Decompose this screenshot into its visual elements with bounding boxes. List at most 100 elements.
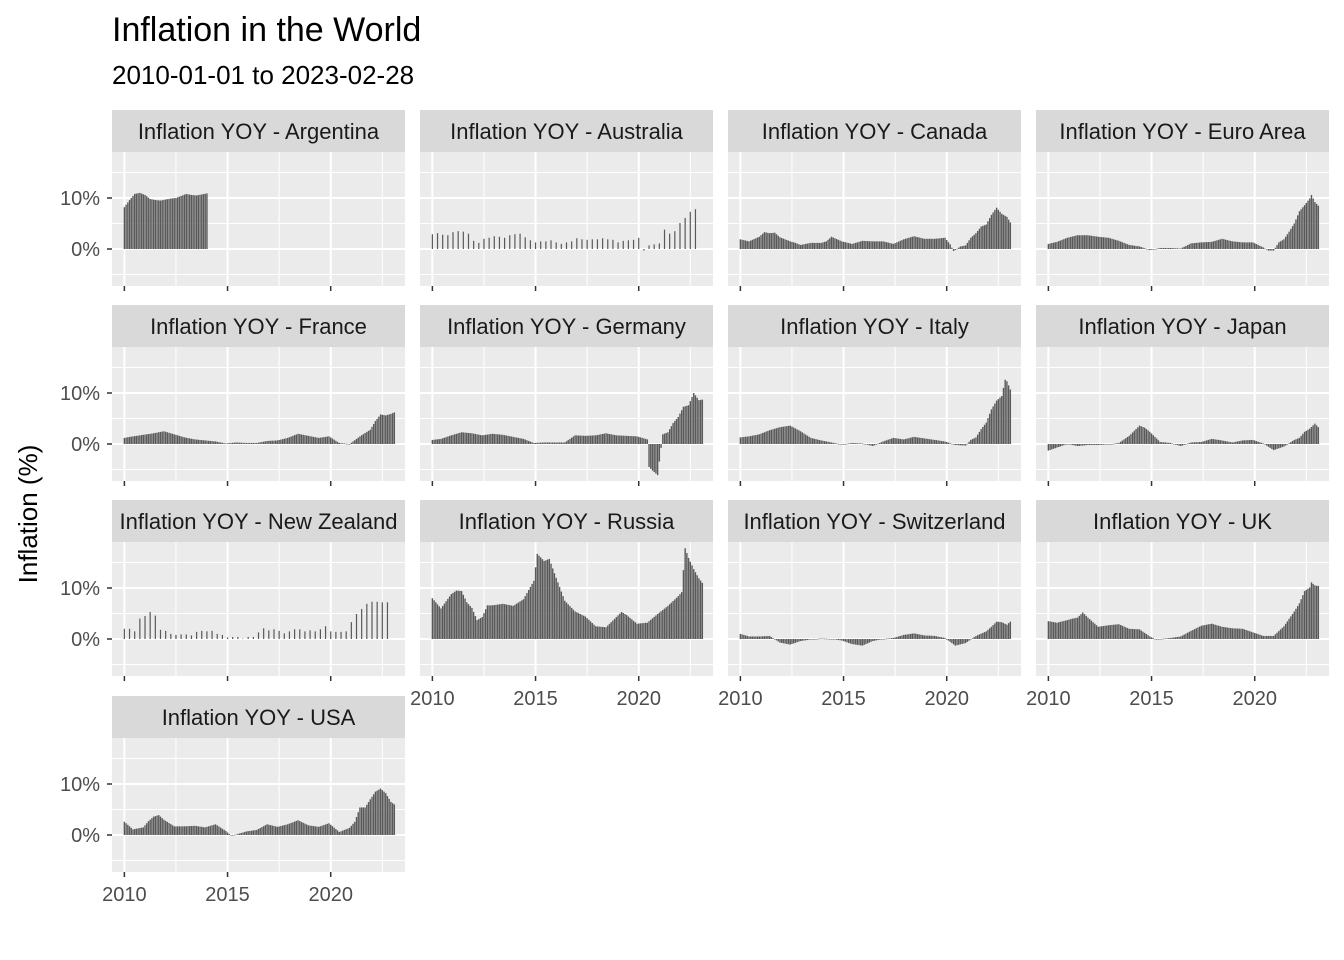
bar bbox=[137, 828, 139, 835]
bar bbox=[817, 439, 819, 444]
bar bbox=[1173, 444, 1175, 445]
bar bbox=[1315, 425, 1318, 444]
bar bbox=[805, 434, 807, 444]
bar bbox=[443, 437, 446, 444]
bar bbox=[1290, 228, 1292, 249]
bar bbox=[923, 635, 926, 639]
bar bbox=[1166, 247, 1168, 249]
bar bbox=[1137, 427, 1139, 444]
bar bbox=[1281, 240, 1283, 249]
bar bbox=[194, 195, 196, 249]
bar bbox=[693, 393, 695, 444]
bar bbox=[952, 639, 955, 645]
bar bbox=[474, 616, 477, 639]
bar bbox=[1212, 241, 1215, 249]
bar bbox=[133, 193, 136, 249]
bar bbox=[625, 435, 628, 444]
bar bbox=[493, 605, 495, 639]
bar bbox=[906, 634, 908, 639]
bar bbox=[366, 804, 368, 835]
bar bbox=[274, 826, 277, 835]
bar bbox=[743, 240, 745, 249]
bar bbox=[302, 434, 304, 444]
bar bbox=[748, 436, 750, 444]
bar bbox=[873, 241, 876, 249]
chart-title: Inflation in the World bbox=[112, 11, 421, 49]
bar bbox=[882, 241, 884, 249]
bar bbox=[610, 622, 612, 639]
bar bbox=[441, 438, 444, 444]
bar bbox=[1286, 444, 1289, 445]
bar bbox=[1149, 431, 1151, 444]
bar bbox=[1269, 249, 1271, 251]
bar bbox=[354, 440, 356, 444]
bar bbox=[1228, 441, 1230, 444]
bar bbox=[837, 443, 840, 445]
bar bbox=[521, 600, 523, 639]
bar bbox=[230, 442, 232, 444]
bar bbox=[672, 601, 674, 639]
bar bbox=[1195, 442, 1197, 444]
bar bbox=[507, 435, 509, 444]
bar bbox=[271, 825, 273, 835]
bar bbox=[596, 626, 599, 639]
bar bbox=[593, 624, 595, 639]
y-tick-label: 10% bbox=[60, 188, 100, 210]
bar bbox=[438, 606, 440, 639]
bar bbox=[163, 431, 165, 444]
bar bbox=[636, 623, 638, 639]
bar bbox=[147, 434, 150, 444]
bar bbox=[448, 596, 451, 639]
bar bbox=[882, 639, 884, 640]
bar bbox=[545, 560, 547, 639]
bar bbox=[263, 628, 265, 639]
bar bbox=[832, 237, 834, 249]
bar bbox=[1164, 442, 1167, 444]
bar bbox=[1186, 245, 1189, 249]
bar bbox=[1083, 444, 1086, 446]
bar bbox=[586, 435, 588, 444]
bar bbox=[288, 823, 291, 835]
bar bbox=[746, 436, 748, 444]
bar bbox=[1080, 444, 1082, 446]
bar bbox=[567, 604, 569, 639]
bar bbox=[756, 434, 759, 444]
bar bbox=[791, 241, 793, 249]
x-tick-label: 2020 bbox=[1232, 688, 1277, 710]
bar bbox=[214, 441, 217, 444]
bar bbox=[946, 639, 948, 640]
bar bbox=[527, 440, 530, 444]
bar bbox=[357, 812, 359, 835]
bar bbox=[760, 433, 762, 444]
bar bbox=[316, 826, 318, 835]
bar bbox=[1168, 442, 1170, 444]
bar bbox=[1140, 247, 1142, 249]
bar bbox=[829, 442, 831, 444]
bar bbox=[904, 238, 907, 249]
bar bbox=[515, 603, 518, 639]
bar bbox=[944, 237, 946, 249]
bar bbox=[639, 623, 642, 639]
bar bbox=[884, 241, 886, 249]
bar bbox=[436, 439, 439, 444]
bar bbox=[638, 623, 640, 639]
bar bbox=[915, 633, 917, 639]
bar bbox=[849, 639, 852, 644]
bar bbox=[913, 436, 915, 444]
bar bbox=[839, 444, 841, 445]
bar bbox=[454, 591, 456, 639]
bar bbox=[1057, 241, 1060, 249]
bar bbox=[1278, 631, 1280, 639]
bar bbox=[1219, 239, 1222, 249]
bar bbox=[244, 831, 246, 835]
bar bbox=[966, 242, 969, 249]
facet-strip-label: Inflation YOY - Germany bbox=[447, 314, 686, 339]
bar bbox=[865, 241, 867, 249]
bar bbox=[213, 441, 215, 444]
bar bbox=[367, 430, 370, 444]
bar bbox=[1145, 634, 1148, 639]
bar bbox=[643, 438, 645, 444]
bar bbox=[276, 826, 279, 835]
bar bbox=[1052, 444, 1055, 449]
bar bbox=[1197, 627, 1199, 639]
